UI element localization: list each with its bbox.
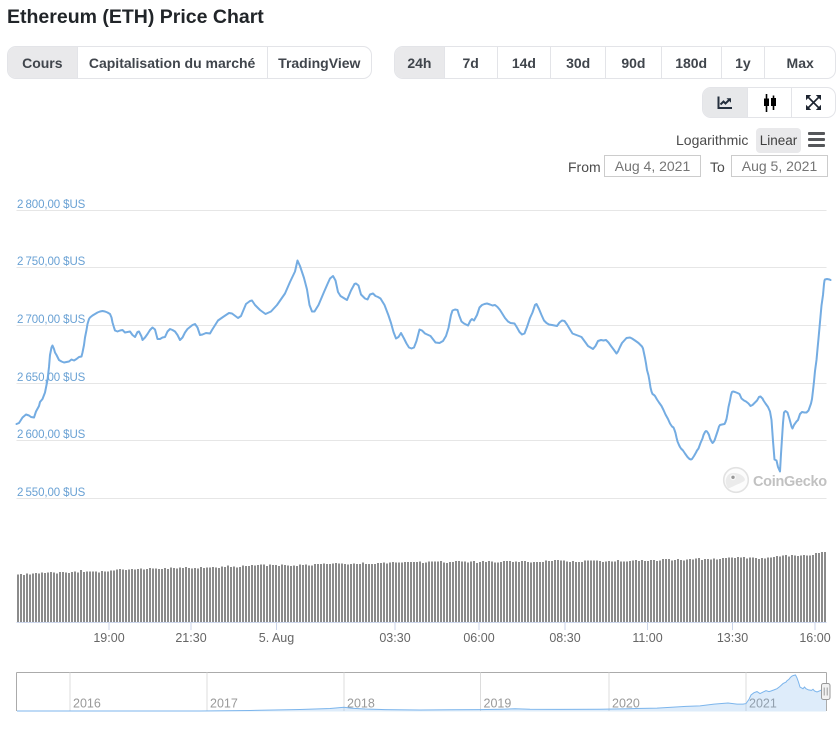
svg-text:2017: 2017 — [210, 697, 238, 711]
svg-text:11:00: 11:00 — [632, 631, 662, 645]
svg-text:2019: 2019 — [484, 697, 512, 711]
svg-text:2020: 2020 — [612, 697, 640, 711]
svg-text:13:30: 13:30 — [717, 631, 748, 645]
svg-text:2 750,00 $US: 2 750,00 $US — [17, 256, 86, 268]
svg-text:2018: 2018 — [347, 697, 375, 711]
svg-text:CoinGecko: CoinGecko — [753, 474, 827, 490]
svg-text:2 550,00 $US: 2 550,00 $US — [17, 487, 86, 499]
svg-text:21:30: 21:30 — [175, 631, 206, 645]
svg-text:2 700,00 $US: 2 700,00 $US — [17, 314, 86, 326]
svg-text:2 650,00 $US: 2 650,00 $US — [17, 372, 86, 384]
svg-text:2021: 2021 — [749, 697, 777, 711]
svg-text:19:00: 19:00 — [93, 631, 124, 645]
svg-text:5. Aug: 5. Aug — [259, 631, 294, 645]
svg-text:2 600,00 $US: 2 600,00 $US — [17, 429, 86, 441]
svg-text:03:30: 03:30 — [379, 631, 410, 645]
svg-text:16:00: 16:00 — [799, 631, 830, 645]
svg-text:2016: 2016 — [73, 697, 101, 711]
svg-text:2 800,00 $US: 2 800,00 $US — [17, 199, 86, 211]
svg-text:06:00: 06:00 — [463, 631, 494, 645]
svg-text:08:30: 08:30 — [549, 631, 580, 645]
